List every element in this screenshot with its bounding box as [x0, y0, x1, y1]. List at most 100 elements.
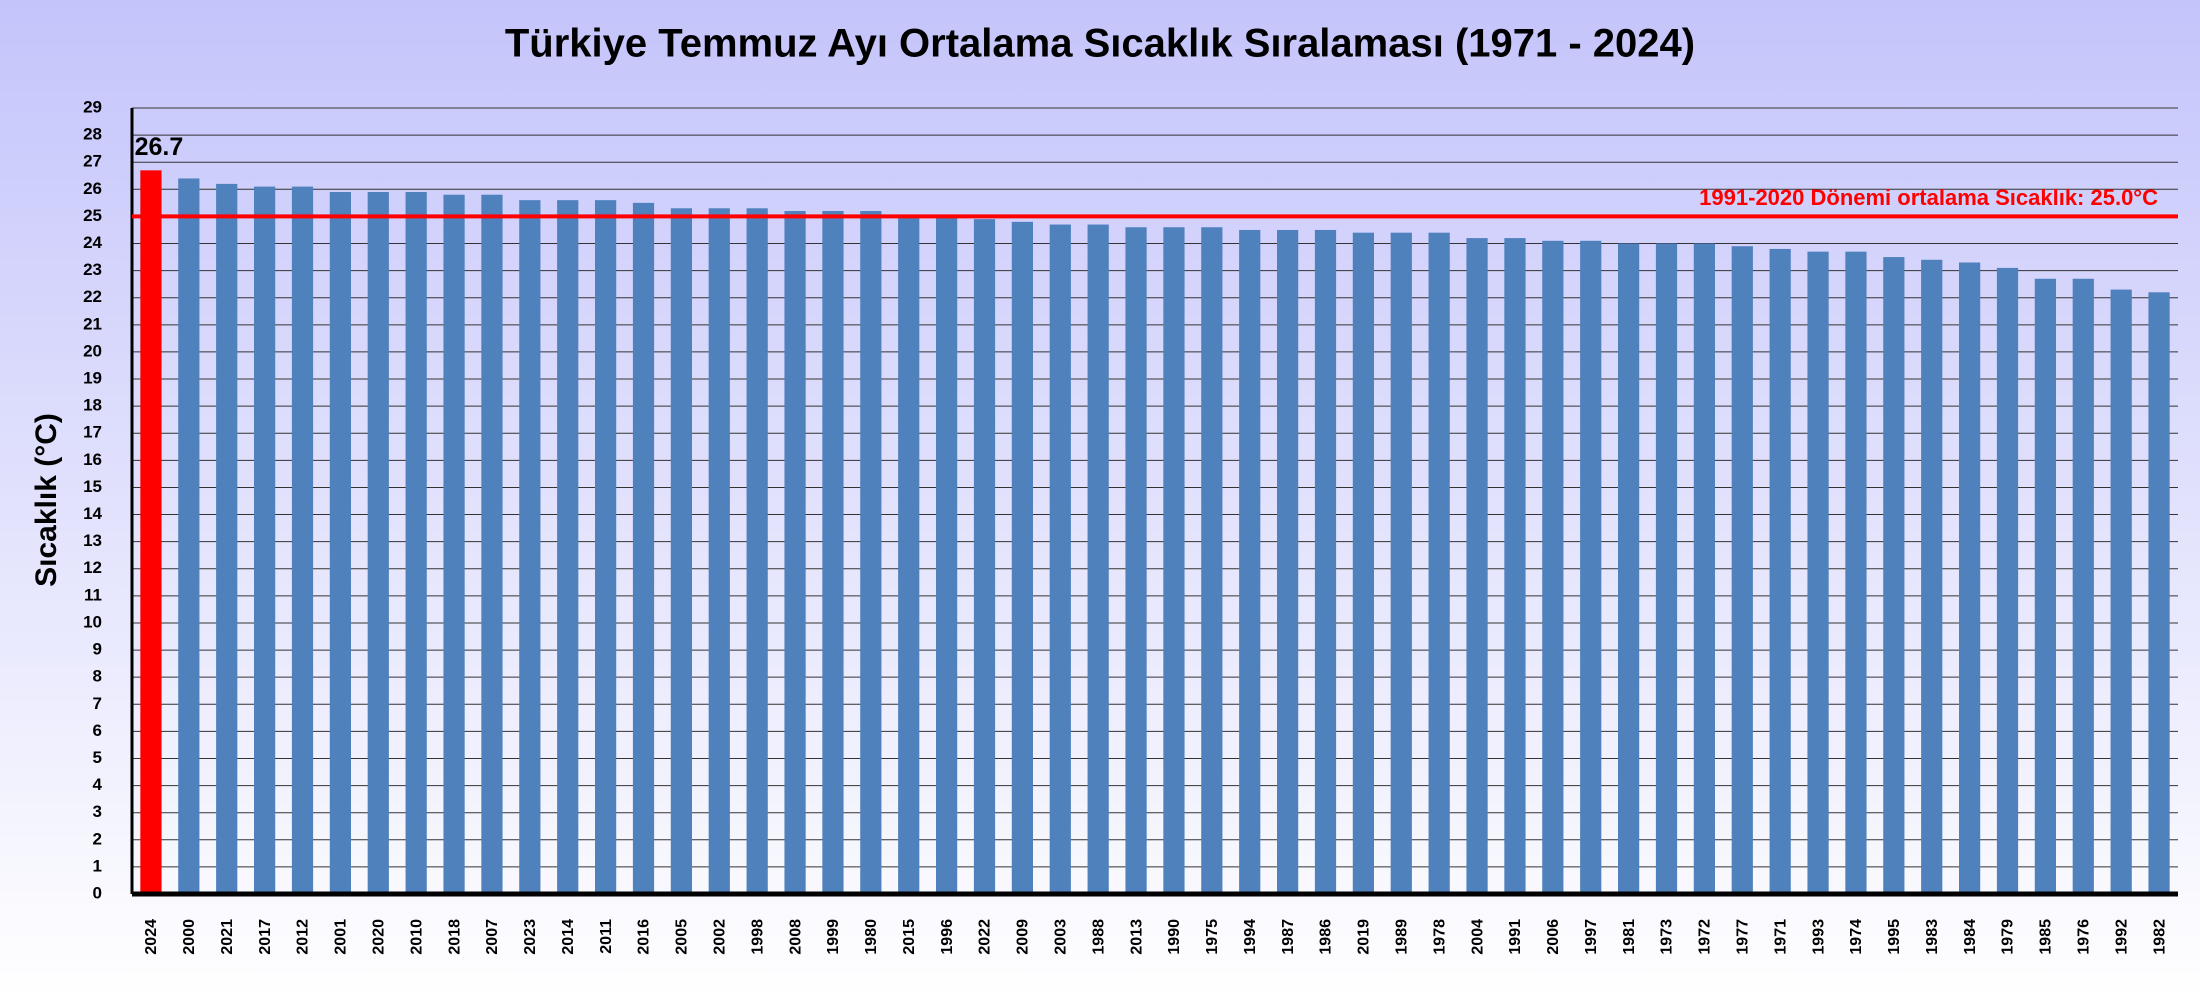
bar	[2072, 278, 2094, 894]
y-tick-label: 3	[93, 802, 102, 821]
y-tick-label: 17	[83, 423, 102, 442]
bar	[2110, 289, 2132, 894]
x-tick-label: 2024	[143, 919, 160, 955]
bar	[519, 200, 541, 894]
bar	[367, 192, 389, 894]
bar	[1239, 229, 1261, 894]
bar	[860, 210, 882, 894]
x-tick-label: 1983	[1924, 919, 1941, 955]
x-tick-label: 1996	[939, 919, 956, 955]
x-tick-label: 2021	[219, 919, 236, 955]
bar	[1504, 238, 1526, 894]
y-tick-label: 6	[93, 721, 102, 740]
x-tick-label: 1980	[863, 919, 880, 955]
reference-label: 1991-2020 Dönemi ortalama Sıcaklık: 25.0…	[1699, 185, 2158, 210]
y-tick-label: 26	[83, 179, 102, 198]
bar	[936, 216, 958, 894]
x-tick-label: 2014	[560, 919, 577, 955]
y-tick-label: 14	[83, 504, 102, 523]
y-tick-label: 7	[93, 694, 102, 713]
y-tick-label: 4	[93, 775, 103, 794]
x-tick-label: 1989	[1393, 919, 1410, 955]
x-tick-label: 1999	[825, 919, 842, 955]
bar	[1466, 238, 1488, 894]
bar	[1580, 240, 1602, 895]
x-tick-label: 1976	[2075, 919, 2092, 955]
x-tick-label: 2022	[977, 919, 994, 955]
y-tick-label: 22	[83, 287, 102, 306]
bar	[1352, 232, 1374, 895]
bar	[1542, 240, 1564, 895]
bar	[1163, 227, 1185, 894]
y-tick-label: 24	[83, 233, 102, 252]
x-tick-label: 2019	[1356, 919, 1373, 955]
x-tick-label: 2017	[257, 919, 274, 955]
bar	[1769, 248, 1791, 894]
bar	[1883, 257, 1905, 894]
x-tick-label: 2002	[711, 919, 728, 955]
y-tick-label: 8	[93, 667, 102, 686]
y-tick-label: 18	[83, 396, 102, 415]
bar	[1087, 224, 1109, 895]
x-tick-label: 1990	[1166, 919, 1183, 955]
y-tick-label: 9	[93, 640, 102, 659]
bar	[2034, 278, 2056, 894]
bar	[1049, 224, 1071, 895]
x-tick-label: 2006	[1545, 919, 1562, 955]
bar	[329, 192, 351, 894]
bar	[595, 200, 617, 894]
bar	[1921, 259, 1943, 894]
x-tick-label: 2011	[598, 919, 615, 954]
y-tick-label: 12	[83, 558, 102, 577]
bar	[1959, 262, 1981, 895]
bar	[746, 208, 768, 894]
y-axis-label: Sıcaklık (°C)	[30, 413, 63, 587]
bar	[898, 216, 920, 894]
x-tick-label: 2015	[901, 919, 918, 955]
x-tick-label: 1992	[2113, 919, 2130, 955]
y-tick-label: 21	[83, 314, 102, 333]
x-tick-label: 1994	[1242, 919, 1259, 955]
bar	[1201, 227, 1223, 894]
bar	[1314, 229, 1337, 894]
x-tick-label: 2020	[370, 919, 387, 955]
x-tick-label: 1993	[1810, 919, 1827, 955]
y-tick-label: 10	[83, 612, 102, 631]
x-tick-label: 2008	[787, 919, 804, 955]
x-tick-label: 1987	[1280, 919, 1297, 955]
bar	[822, 210, 844, 894]
bar	[1125, 227, 1147, 894]
y-tick-label: 28	[83, 125, 102, 144]
bar	[254, 186, 276, 895]
y-tick-label: 27	[83, 152, 102, 171]
x-tick-label: 1975	[1204, 919, 1221, 955]
y-tick-label: 5	[93, 748, 102, 767]
x-tick-label: 2012	[295, 919, 312, 955]
bar	[670, 208, 692, 894]
bar	[557, 200, 579, 894]
bar	[1996, 267, 2019, 894]
x-tick-label: 2023	[522, 919, 539, 955]
x-tick-label: 1973	[1659, 919, 1676, 955]
x-tick-label: 2004	[1469, 919, 1486, 955]
x-tick-label: 1979	[2000, 919, 2017, 955]
bar	[1731, 246, 1753, 894]
bar	[140, 170, 162, 894]
x-tick-label: 1981	[1621, 919, 1638, 955]
bar	[1011, 221, 1033, 895]
bar	[784, 210, 806, 894]
bar	[632, 202, 655, 895]
bar	[1428, 232, 1450, 895]
bar	[291, 186, 314, 895]
bar	[1845, 251, 1867, 895]
y-tick-label: 2	[93, 829, 102, 848]
x-tick-label: 1986	[1318, 919, 1335, 955]
x-tick-label: 1988	[1090, 919, 1107, 955]
y-tick-label: 19	[83, 369, 102, 388]
bar	[178, 178, 200, 894]
x-tick-label: 1995	[1886, 919, 1903, 955]
y-tick-label: 15	[83, 477, 102, 496]
x-tick-label: 2000	[181, 919, 198, 955]
x-tick-label: 2010	[408, 919, 425, 955]
